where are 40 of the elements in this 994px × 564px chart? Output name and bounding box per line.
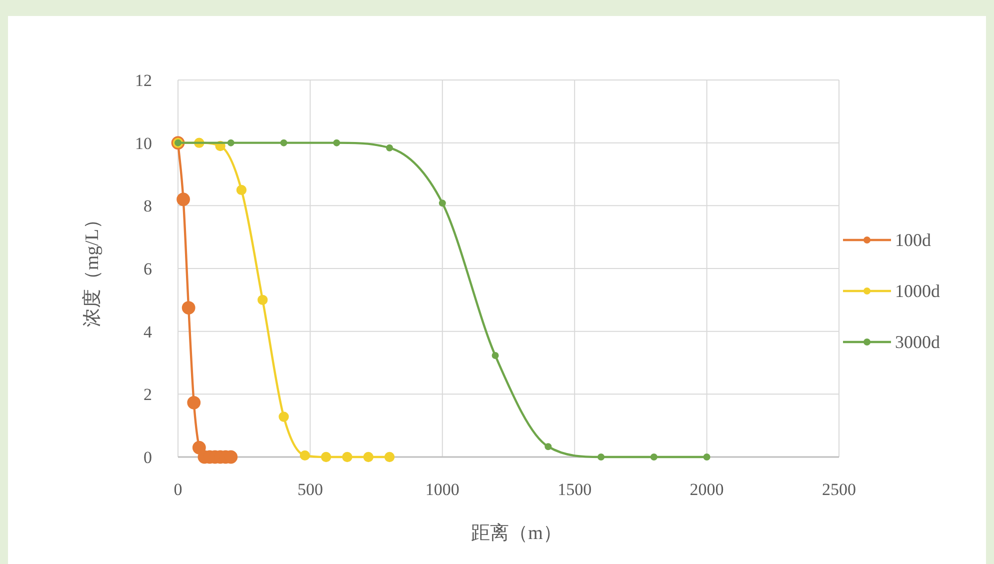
point — [703, 454, 710, 460]
point — [320, 452, 332, 462]
point — [333, 139, 340, 146]
y-tick-label: 6 — [144, 260, 152, 278]
x-axis-title: 距离（m） — [471, 522, 562, 544]
x-tick-label: 0 — [174, 480, 182, 499]
x-tick-label: 1500 — [558, 480, 592, 499]
point — [192, 440, 206, 454]
point — [342, 452, 352, 462]
y-tick-label: 0 — [144, 448, 152, 467]
y-tick-label: 10 — [135, 134, 152, 153]
point — [438, 200, 446, 207]
y-axis-title: 浓度（mg/L） — [81, 210, 103, 328]
point — [363, 452, 374, 462]
x-tick-label: 2500 — [822, 480, 856, 499]
y-tick-label: 8 — [144, 196, 152, 216]
y-tick-label: 4 — [144, 322, 152, 342]
point — [492, 352, 499, 360]
point — [300, 450, 310, 461]
x-tick-label: 1000 — [425, 480, 460, 499]
x-tick-label: 500 — [297, 480, 323, 499]
legend-label: 1000d — [895, 281, 940, 301]
point — [182, 301, 196, 314]
y-tick-label: 2 — [144, 385, 152, 404]
point — [386, 144, 394, 152]
point — [227, 139, 234, 146]
point — [544, 443, 552, 450]
x-tick-label: 2000 — [690, 480, 724, 499]
point — [176, 192, 190, 206]
point — [236, 184, 247, 196]
point — [650, 454, 658, 460]
point — [187, 396, 201, 410]
point — [278, 412, 289, 422]
point — [598, 454, 605, 460]
point — [280, 139, 288, 146]
legend-label: 100d — [895, 230, 931, 250]
point — [258, 294, 268, 306]
point — [384, 452, 395, 462]
legend-label: 3000d — [895, 332, 940, 352]
y-tick-label: 12 — [135, 71, 152, 90]
